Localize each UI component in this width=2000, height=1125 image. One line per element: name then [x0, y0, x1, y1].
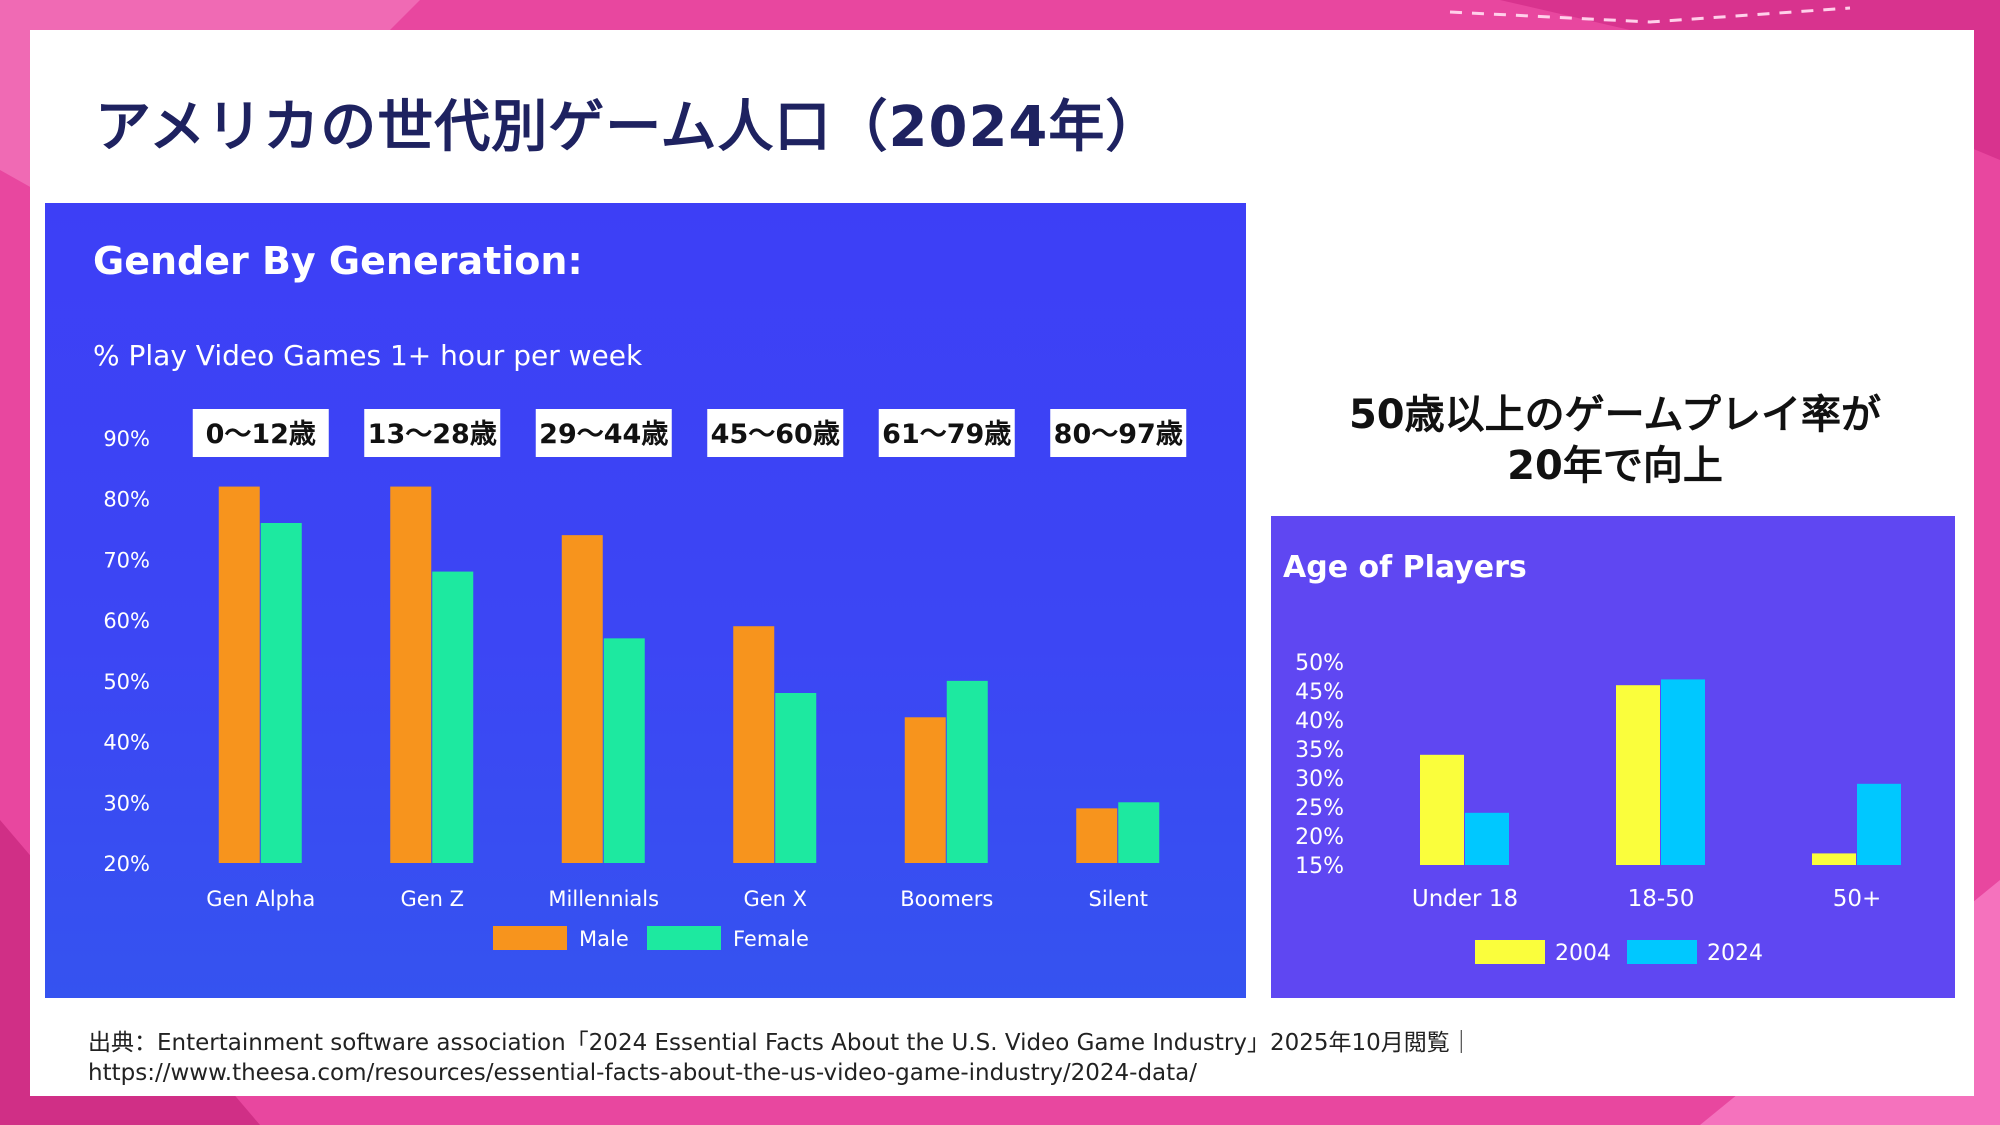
age-label-box [707, 409, 844, 457]
x-tick-label: Silent [1089, 887, 1148, 911]
bar-male [904, 717, 946, 863]
bar-2024 [1661, 679, 1705, 865]
bar-female [1118, 802, 1160, 863]
gender-generation-panel: Gender By Generation: % Play Video Games… [45, 203, 1246, 998]
age-label-box [535, 409, 672, 457]
legend-swatch-male [493, 926, 567, 950]
y-tick-label: 45% [1295, 680, 1344, 705]
legend-label-male: Male [579, 927, 629, 951]
x-tick-label: Gen Alpha [206, 887, 315, 911]
legend-swatch-female [647, 926, 721, 950]
legend-swatch-2024 [1627, 940, 1697, 964]
callout-line-1: 50歳以上のゲームプレイ率が [1348, 392, 1882, 438]
y-tick-label: 40% [1295, 709, 1344, 734]
y-tick-label: 40% [103, 731, 150, 755]
age-label: 13〜28歳 [368, 419, 497, 450]
age-of-players-chart: 15% 20% 25% 30% 35% 40% 45% 50% Under 18 18-50 50+… [1295, 651, 1901, 966]
chart-title: Age of Players [1283, 550, 1527, 585]
y-tick-label: 50% [1295, 651, 1344, 676]
x-tick-label: Under 18 [1412, 886, 1518, 912]
bar-female [260, 523, 302, 863]
bar-2004 [1420, 754, 1464, 865]
chart-subtitle: % Play Video Games 1+ hour per week [93, 339, 643, 372]
age-of-players-panel: Age of Players 15% 20% 25% 30% 35% 40% 45% 50% U… [1271, 516, 1955, 998]
bar-male [218, 486, 260, 863]
source-citation: 出典：Entertainment software association「20… [88, 1028, 1473, 1088]
gender-generation-chart: 20% 30% 40% 50% 60% 70% 80% 90% Gen Alpha 0〜12歳 Ge… [103, 409, 1187, 951]
y-tick-label: 20% [1295, 825, 1344, 850]
legend-label-2024: 2024 [1707, 941, 1763, 966]
callout-text: 50歳以上のゲームプレイ率が 20年で向上 [1270, 390, 1960, 492]
bar-male [390, 486, 432, 863]
y-tick-label: 80% [103, 488, 150, 512]
age-label-box [192, 409, 329, 457]
chart-title: Gender By Generation: [93, 239, 583, 283]
bar-2004 [1616, 685, 1660, 865]
bar-2004 [1812, 853, 1856, 865]
bar-male [1076, 808, 1118, 863]
y-tick-label: 70% [103, 548, 150, 572]
y-tick-label: 25% [1295, 796, 1344, 821]
y-tick-label: 90% [103, 427, 150, 451]
age-label: 0〜12歳 [206, 419, 316, 450]
y-tick-label: 15% [1295, 854, 1344, 879]
y-tick-label: 50% [103, 670, 150, 694]
age-label: 45〜60歳 [711, 419, 840, 450]
callout-line-2: 20年で向上 [1507, 443, 1723, 490]
age-label: 61〜79歳 [882, 419, 1011, 450]
bar-male [733, 626, 775, 863]
bar-female [603, 638, 645, 863]
x-tick-label: Gen X [743, 887, 807, 911]
legend-swatch-2004 [1475, 940, 1545, 964]
page-title: アメリカの世代別ゲーム人口（2024年） [95, 95, 1163, 160]
y-tick-label: 60% [103, 609, 150, 633]
x-tick-label: Millennials [548, 887, 659, 911]
bar-2024 [1465, 812, 1509, 865]
x-tick-label: 50+ [1833, 886, 1882, 912]
source-url: https://www.theesa.com/resources/essenti… [88, 1060, 1198, 1086]
age-label: 80〜97歳 [1054, 419, 1183, 450]
x-tick-label: Gen Z [400, 887, 464, 911]
y-tick-label: 30% [103, 791, 150, 815]
legend-label-2004: 2004 [1555, 941, 1611, 966]
bar-female [946, 680, 988, 863]
x-tick-label: 18-50 [1628, 886, 1695, 912]
bar-male [561, 535, 603, 863]
y-tick-label: 35% [1295, 738, 1344, 763]
age-label: 29〜44歳 [539, 419, 668, 450]
bar-female [775, 693, 817, 863]
bar-2024 [1857, 783, 1901, 865]
bar-female [432, 571, 474, 863]
legend-label-female: Female [733, 927, 809, 951]
age-label-box [878, 409, 1015, 457]
age-label-box [1050, 409, 1187, 457]
y-tick-label: 20% [103, 852, 150, 876]
x-tick-label: Boomers [900, 887, 993, 911]
y-tick-label: 30% [1295, 767, 1344, 792]
source-line-1: 出典：Entertainment software association「20… [88, 1030, 1473, 1056]
age-label-box [364, 409, 501, 457]
